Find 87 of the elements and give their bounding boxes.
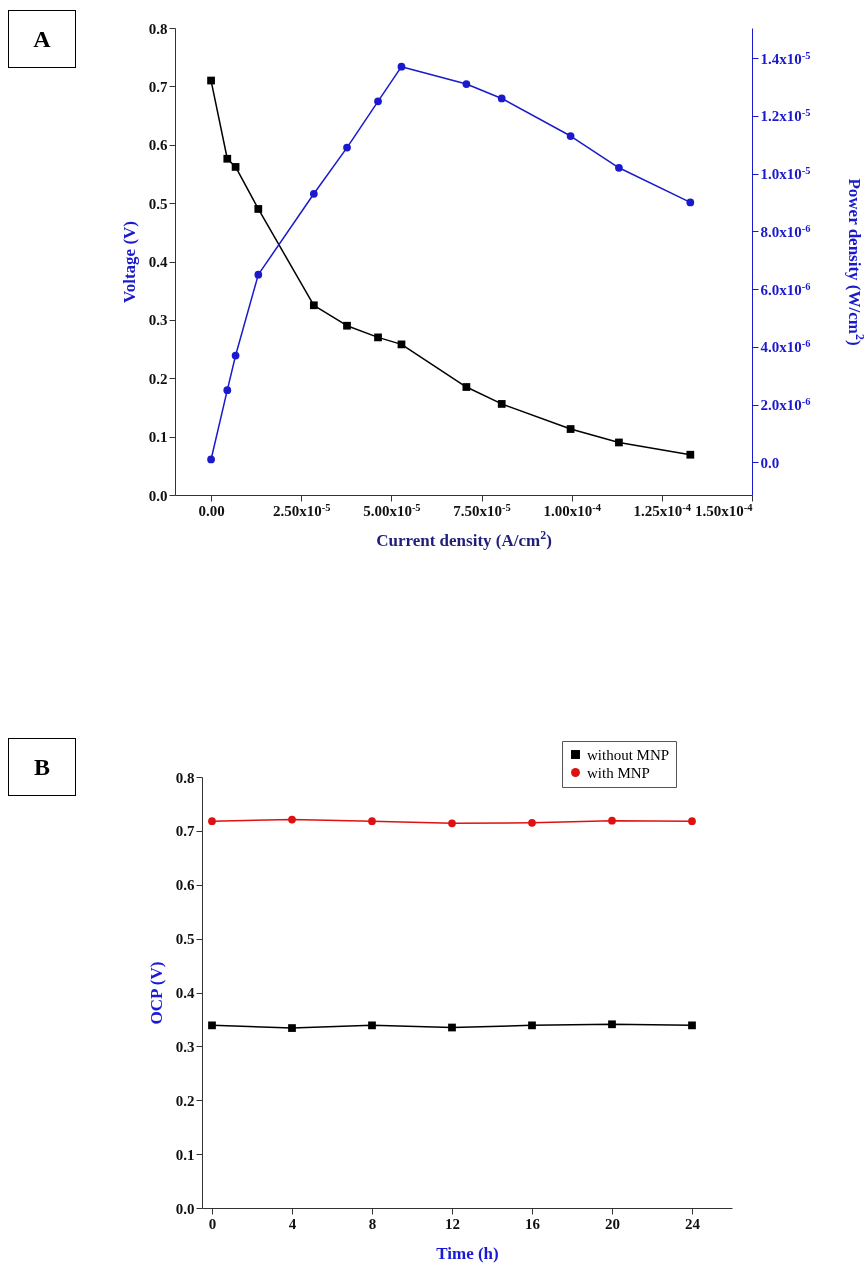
point — [688, 817, 696, 826]
point — [448, 819, 456, 828]
y-tick-label: 0.6 — [175, 877, 195, 894]
legend-label: without MNP — [587, 746, 670, 763]
y2-tick-label: 1.4x10$^{-5}$ — [760, 49, 811, 67]
point — [374, 333, 382, 342]
x-axis-title: Current density (A/cm$^{2}$) — [376, 527, 552, 550]
y-tick-label: 0.7 — [148, 78, 168, 95]
point — [309, 301, 318, 310]
point — [207, 76, 215, 85]
point — [343, 321, 351, 330]
y2-tick-label: 1.2x10$^{-5}$ — [760, 106, 811, 125]
y2-tick-label: 0.0 — [760, 454, 780, 471]
point — [497, 94, 506, 103]
y-tick-label: 0.4 — [148, 254, 168, 270]
point — [688, 1021, 696, 1030]
x-tick-label: 12 — [445, 1215, 460, 1232]
point — [288, 815, 296, 824]
point — [615, 438, 623, 447]
y-tick-label: 0.5 — [175, 931, 195, 948]
point — [368, 1021, 376, 1030]
x-tick-label: 1.25x10$^{-4}$ — [633, 501, 692, 519]
y2-tick-label: 4.0x10$^{-6}$ — [760, 337, 811, 356]
point — [608, 1020, 616, 1029]
point — [288, 1024, 296, 1032]
point — [528, 818, 536, 827]
y2-tick-label: 8.0x10$^{-6}$ — [760, 222, 811, 240]
y-tick-label: 0.0 — [148, 487, 168, 504]
point — [309, 189, 318, 198]
y-tick-label: 0.7 — [175, 823, 195, 840]
y2-tick-label: 1.0x10$^{-5}$ — [760, 164, 811, 183]
y2-tick-label: 6.0x10$^{-6}$ — [760, 280, 811, 298]
point — [686, 450, 695, 459]
y-tick-label: 0.4 — [175, 985, 195, 1001]
y-tick-label: 0.6 — [148, 137, 168, 154]
x-tick-label: 24 — [685, 1215, 701, 1232]
y-tick-label: 0.5 — [148, 195, 168, 212]
x-tick-label: 7.50x10$^{-5}$ — [453, 501, 511, 519]
point — [223, 154, 232, 163]
point — [208, 1021, 216, 1030]
x-tick-label: 5.00x10$^{-5}$ — [363, 501, 421, 519]
x-tick-label: 1.50x10$^{-4}$ — [695, 501, 754, 519]
point — [374, 97, 382, 106]
point — [254, 270, 263, 279]
point — [223, 386, 232, 395]
x-tick-label: 1.00x10$^{-4}$ — [543, 501, 602, 519]
x-tick-label: 16 — [525, 1215, 541, 1232]
y-axis-title: Voltage (V) — [119, 221, 139, 303]
x-axis-title: Time (h) — [436, 1243, 499, 1263]
point — [397, 62, 406, 71]
y-tick-label: 0.3 — [148, 312, 168, 329]
x-tick-label: 2.50x10$^{-5}$ — [272, 501, 331, 519]
point — [462, 80, 471, 88]
y-tick-label: 0.2 — [148, 370, 168, 387]
point — [207, 455, 215, 464]
x-tick-label: 20 — [605, 1215, 620, 1232]
point — [615, 163, 623, 172]
point — [566, 132, 575, 140]
point — [462, 383, 471, 391]
point — [254, 205, 263, 213]
y2-tick-label: 2.0x10$^{-6}$ — [760, 395, 811, 414]
x-tick-label: 0 — [208, 1215, 217, 1232]
x-tick-label: 0.00 — [198, 502, 225, 519]
point — [368, 817, 376, 826]
text: B — [8, 738, 76, 796]
point — [448, 1023, 456, 1032]
point — [231, 351, 240, 360]
text: A — [8, 10, 76, 68]
y-tick-label: 0.2 — [175, 1092, 195, 1109]
point — [231, 163, 240, 171]
point — [208, 817, 216, 826]
y-tick-label: 0.3 — [175, 1038, 195, 1055]
y-tick-label: 0.1 — [175, 1146, 195, 1163]
x-tick-label: 8 — [368, 1215, 377, 1232]
point — [343, 143, 351, 152]
legend-label: with MNP — [587, 764, 650, 781]
point — [497, 400, 506, 408]
point — [608, 816, 616, 825]
y-tick-label: 0.8 — [175, 769, 195, 786]
y-tick-label: 0.8 — [148, 20, 168, 37]
point — [528, 1021, 536, 1030]
y-tick-label: 0.1 — [148, 429, 168, 446]
x-tick-label: 4 — [288, 1215, 297, 1232]
y-axis-title: OCP (V) — [146, 961, 166, 1025]
point — [566, 425, 575, 433]
point — [686, 198, 695, 207]
y-tick-label: 0.0 — [175, 1200, 195, 1217]
